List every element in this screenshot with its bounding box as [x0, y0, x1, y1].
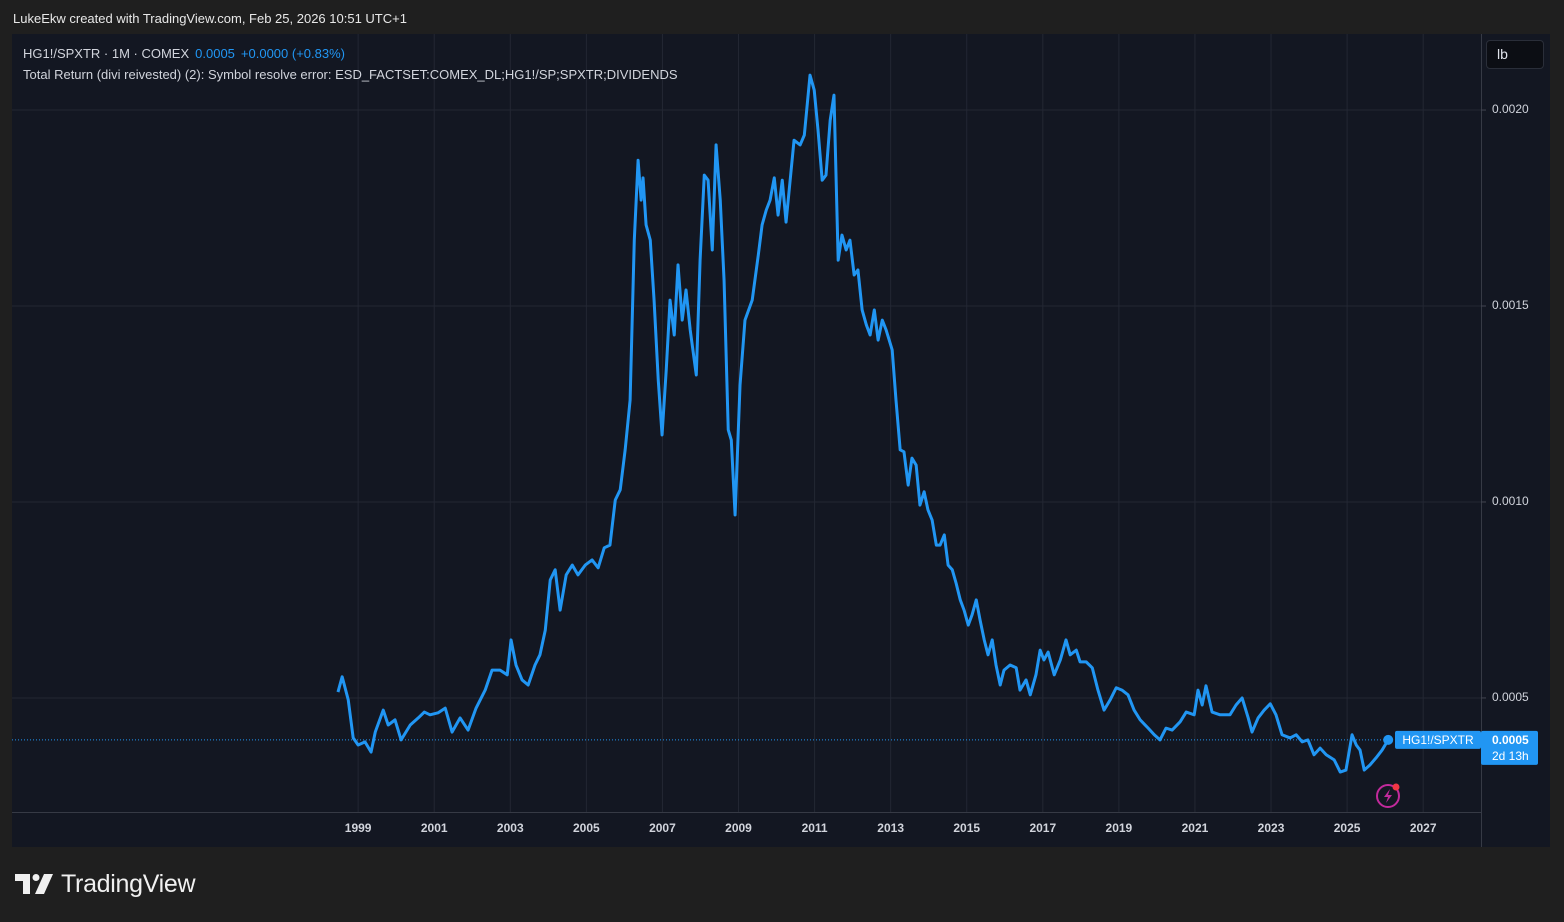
legend-change: +0.0000 (+0.83%): [240, 46, 345, 61]
y-tick-label: 0.0005: [1492, 690, 1529, 704]
x-tick-label: 2021: [1182, 821, 1209, 835]
price-line: [336, 73, 1390, 774]
y-tick-label: 0.0010: [1492, 494, 1529, 508]
x-tick-label: 2001: [421, 821, 448, 835]
x-tick-label: 2019: [1106, 821, 1133, 835]
x-tick-label: 2009: [725, 821, 752, 835]
series-name-label: HG1!/SPXTR: [1402, 733, 1474, 747]
brand-name: TradingView: [61, 869, 196, 898]
series-name-box: [1395, 730, 1481, 749]
x-tick-label: 2011: [802, 821, 828, 835]
y-tick-label: 0.0020: [1492, 102, 1529, 116]
price-axis-countdown: 2d 13h: [1492, 749, 1529, 763]
legend-subtitle: Total Return (divi reivested) (2): Symbo…: [23, 67, 678, 82]
brand: TradingView: [15, 868, 196, 900]
x-tick-label: 2023: [1258, 821, 1285, 835]
credit: LukeEkw created with TradingView.com, Fe…: [13, 11, 407, 26]
lightning-icon: [1376, 783, 1400, 808]
x-tick-label: 2015: [953, 821, 980, 835]
x-tick-label: 2017: [1029, 821, 1056, 835]
x-tick-label: 2003: [497, 821, 524, 835]
x-tick-label: 2007: [649, 821, 676, 835]
x-tick-label: 2005: [573, 821, 600, 835]
legend-title: HG1!/SPXTR · 1M · COMEX: [23, 46, 190, 61]
x-tick-label: 2025: [1334, 821, 1361, 835]
grid: [12, 34, 1481, 812]
brand-logo: [15, 874, 53, 894]
legend-value: 0.0005: [195, 46, 235, 61]
y-tick-label: 0.0015: [1492, 298, 1529, 312]
legend-line: HG1!/SPXTR · 1M · COMEX 0.0005 +0.0000 (+0…: [23, 46, 345, 61]
price-axis-value: 0.0005: [1492, 733, 1529, 747]
unit-button[interactable]: lb: [1486, 40, 1544, 69]
x-tick-label: 2027: [1410, 821, 1437, 835]
price-axis-box: [1481, 730, 1538, 765]
x-tick-label: 2013: [877, 821, 904, 835]
x-tick-label: 1999: [345, 821, 372, 835]
last-point: [1383, 734, 1394, 745]
chart-panel: [12, 34, 1550, 847]
